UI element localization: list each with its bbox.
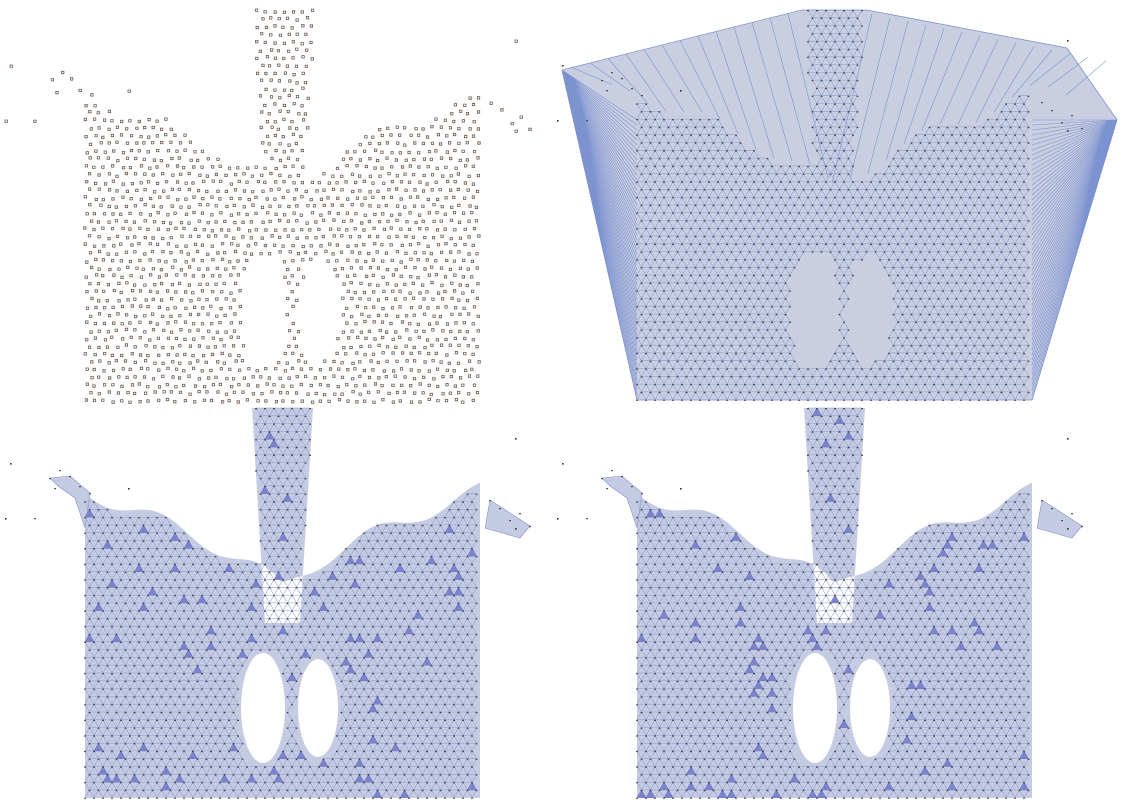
figure xyxy=(0,0,1126,802)
cavity xyxy=(793,653,837,763)
cavity xyxy=(298,659,338,757)
cavity xyxy=(850,659,890,757)
cavity xyxy=(241,653,285,763)
page: (() => { const data = JSON.parse(documen… xyxy=(0,0,1126,802)
panel xyxy=(557,10,1117,401)
